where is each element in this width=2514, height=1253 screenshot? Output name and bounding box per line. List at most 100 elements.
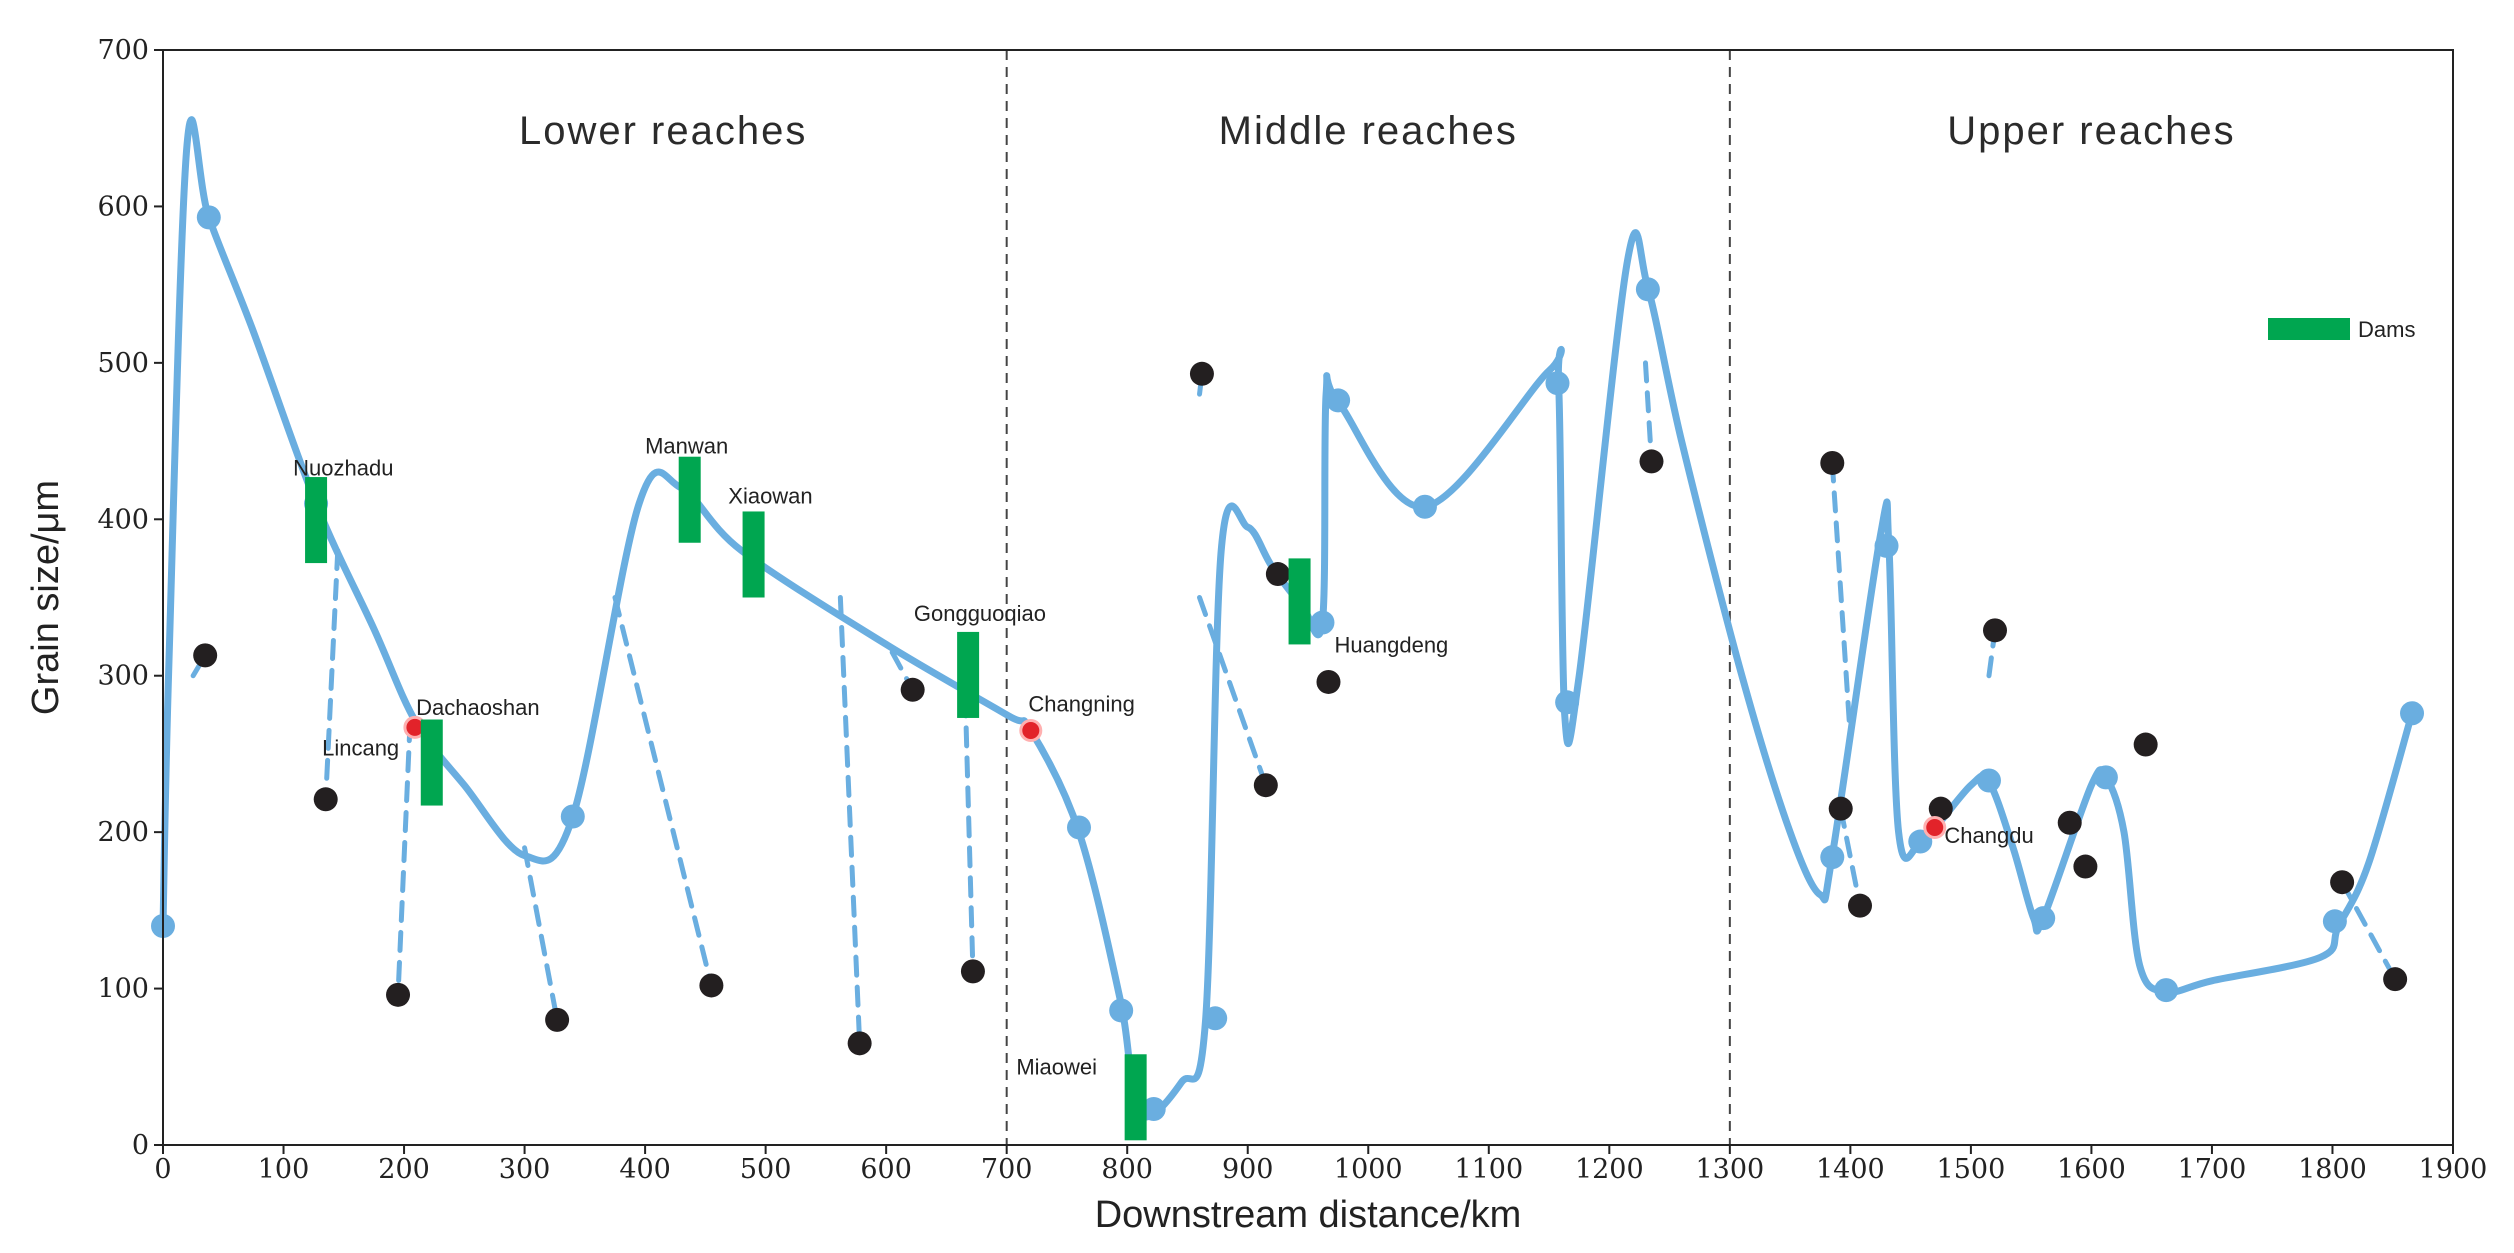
sample-connector <box>1829 460 1853 741</box>
trend-point <box>2093 765 2118 790</box>
trend-point <box>2031 906 2056 931</box>
site-label: Miaowei <box>1016 1055 1097 1080</box>
trend-point <box>1635 277 1660 302</box>
x-tick-label: 1100 <box>1454 1154 1523 1185</box>
trend-point <box>1067 815 1091 840</box>
site-label: Huangdeng <box>1335 632 1449 657</box>
trend-point <box>1874 533 1899 558</box>
sample-connector <box>1838 806 1863 909</box>
dam-marker <box>678 456 701 543</box>
x-tick-label: 1700 <box>2178 1154 2247 1185</box>
site-point <box>1923 815 1947 839</box>
site-label: Xiaowan <box>728 484 812 509</box>
trend-point <box>1141 1097 1166 1122</box>
sample-point <box>2383 967 2408 992</box>
sample-point <box>900 677 925 702</box>
sample-point <box>699 973 724 998</box>
trend-point <box>2154 978 2179 1003</box>
trend-point <box>2400 701 2425 726</box>
y-tick-label: 0 <box>132 1130 149 1161</box>
region-label: Upper reaches <box>1947 109 2235 153</box>
site-points <box>403 715 1947 839</box>
x-tick-label: 100 <box>258 1154 310 1185</box>
sample-point <box>1983 618 2007 643</box>
sample-connector <box>962 665 976 974</box>
trend-point <box>1109 998 1134 1023</box>
dam-marker <box>1124 1054 1147 1141</box>
x-tick-label: 1000 <box>1334 1154 1403 1185</box>
region-label: Middle reaches <box>1219 109 1518 153</box>
x-tick-label: 200 <box>378 1154 430 1185</box>
y-tick-label: 400 <box>97 504 149 535</box>
trend-point <box>1555 690 1580 715</box>
site-label: Lincang <box>322 735 399 760</box>
x-tick-label: 1300 <box>1695 1154 1764 1185</box>
site-label: Manwan <box>645 434 728 459</box>
sample-connector <box>612 595 714 988</box>
trend-point <box>196 205 221 230</box>
trend-point <box>1310 610 1335 635</box>
trend-points <box>151 205 2425 1122</box>
x-tick-label: 800 <box>1101 1154 1153 1185</box>
y-tick-label: 100 <box>97 974 149 1005</box>
sample-connector <box>323 548 341 802</box>
sample-point <box>960 959 985 984</box>
dam-marker <box>1288 558 1311 645</box>
sample-connector <box>395 720 413 998</box>
sample-point <box>1639 449 1664 474</box>
dam-marker <box>305 477 328 564</box>
x-axis-ticks: 0 100 200 300 400 500 600 700 800 900 1000 1100 1200… <box>154 1145 2487 1185</box>
legend-dam-swatch <box>2268 318 2350 340</box>
trend-point <box>2322 909 2347 934</box>
sample-connector <box>837 595 863 1046</box>
x-axis-title: Downstream distance/km <box>1095 1194 1522 1236</box>
dam-marker <box>742 511 765 598</box>
region-labels: Lower reaches Middle reaches Upper reaches <box>519 109 2235 153</box>
sample-connector <box>2339 879 2398 982</box>
trend-point <box>1545 371 1570 396</box>
x-tick-label: 1200 <box>1575 1154 1644 1185</box>
x-tick-label: 0 <box>154 1154 171 1185</box>
x-tick-label: 400 <box>619 1154 671 1185</box>
sample-point <box>1265 562 1290 587</box>
x-tick-label: 1500 <box>1937 1154 2006 1185</box>
sample-point <box>2057 810 2082 835</box>
y-tick-label: 200 <box>97 817 149 848</box>
dam-marker <box>957 631 980 718</box>
legend: Dams <box>2268 317 2415 342</box>
sample-point <box>386 982 411 1007</box>
y-axis-title: Grain size/μm <box>25 480 67 715</box>
dam-markers <box>305 456 1311 1141</box>
sample-point <box>193 643 218 668</box>
sample-connector <box>1642 360 1654 464</box>
legend-dam-label: Dams <box>2358 317 2415 342</box>
site-label: Dachaoshan <box>416 695 540 720</box>
sample-point <box>1316 669 1341 694</box>
site-label: Changdu <box>1944 823 2033 848</box>
y-tick-label: 500 <box>97 348 149 379</box>
y-tick-label: 600 <box>97 191 149 222</box>
sample-point <box>1848 893 1873 918</box>
x-tick-label: 1800 <box>2298 1154 2367 1185</box>
sample-connector <box>1197 595 1269 788</box>
y-tick-label: 300 <box>97 661 149 692</box>
x-tick-label: 500 <box>740 1154 792 1185</box>
sample-point <box>2073 854 2098 879</box>
sample-point <box>313 787 338 812</box>
trend-point <box>1976 768 2001 793</box>
x-tick-label: 1900 <box>2419 1154 2488 1185</box>
trend-point <box>1412 494 1437 519</box>
sample-point <box>545 1007 570 1032</box>
site-label: Nuozhadu <box>293 455 393 480</box>
site-label: Gongguoqiao <box>914 601 1046 626</box>
x-tick-label: 600 <box>860 1154 912 1185</box>
plot-frame <box>162 49 2454 1146</box>
sample-point <box>1828 796 1853 821</box>
trend-point <box>1820 845 1845 870</box>
sample-connector <box>522 845 560 1023</box>
region-label: Lower reaches <box>519 109 807 153</box>
sample-point <box>1189 361 1214 386</box>
x-tick-label: 300 <box>499 1154 551 1185</box>
